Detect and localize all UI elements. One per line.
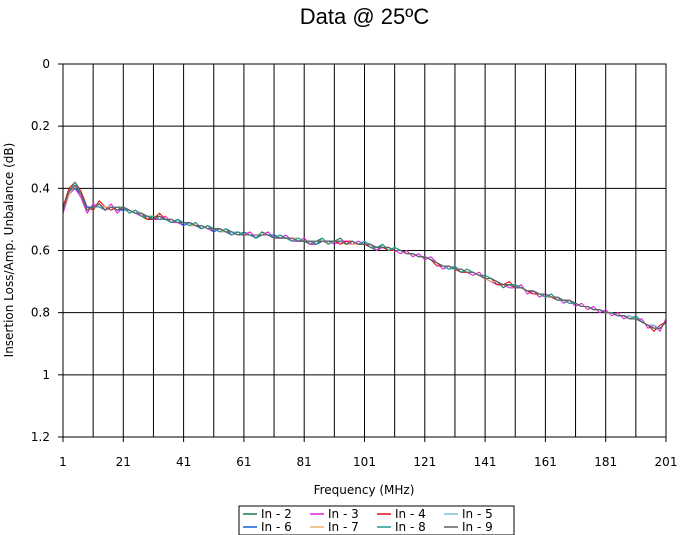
x-tick-label: 81 — [297, 455, 312, 469]
x-tick-label: 161 — [534, 455, 557, 469]
legend-box — [238, 505, 515, 535]
x-tick-label: 101 — [353, 455, 376, 469]
x-tick-label: 201 — [655, 455, 678, 469]
x-tick-label: 141 — [474, 455, 497, 469]
x-tick-label: 121 — [413, 455, 436, 469]
series-line — [62, 181, 667, 329]
y-axis-label: Insertion Loss/Amp. Unbalance (dB) — [2, 143, 16, 358]
x-axis-label: Frequency (MHz) — [314, 483, 415, 497]
y-tick-label: 0.8 — [31, 306, 50, 320]
chart-title: Data @ 25ºC — [299, 4, 430, 29]
legend-label: In - 3 — [328, 507, 359, 521]
y-tick-label: 1.2 — [31, 430, 50, 444]
tick-layer: 00.20.40.60.811.21 21 41 61 81 101 121 141 161 18… — [31, 57, 678, 469]
x-tick-label: 21 — [116, 455, 131, 469]
y-tick-label: 0 — [42, 57, 50, 71]
x-tick-label: 61 — [236, 455, 251, 469]
legend-label: In - 2 — [261, 507, 292, 521]
y-tick-label: 0.6 — [31, 244, 50, 258]
y-tick-label: 0.4 — [31, 181, 50, 195]
legend-label: In - 4 — [395, 507, 426, 521]
legend-label: In - 7 — [328, 520, 359, 534]
x-tick-label: 181 — [594, 455, 617, 469]
legend-label: In - 5 — [462, 507, 493, 521]
legend-label: In - 9 — [462, 520, 493, 534]
x-tick-label: 41 — [176, 455, 191, 469]
legend: In - 2 In - 3 In - 4 In - 5 In - 6 In - 7 In -… — [238, 505, 515, 535]
x-tick-label: 1 — [59, 455, 67, 469]
legend-label: In - 8 — [395, 520, 426, 534]
y-tick-label: 1 — [42, 368, 50, 382]
y-tick-label: 0.2 — [31, 119, 50, 133]
series-line — [62, 184, 667, 329]
series-layer — [62, 181, 667, 332]
legend-label: In - 6 — [261, 520, 292, 534]
grid-layer — [63, 64, 666, 437]
